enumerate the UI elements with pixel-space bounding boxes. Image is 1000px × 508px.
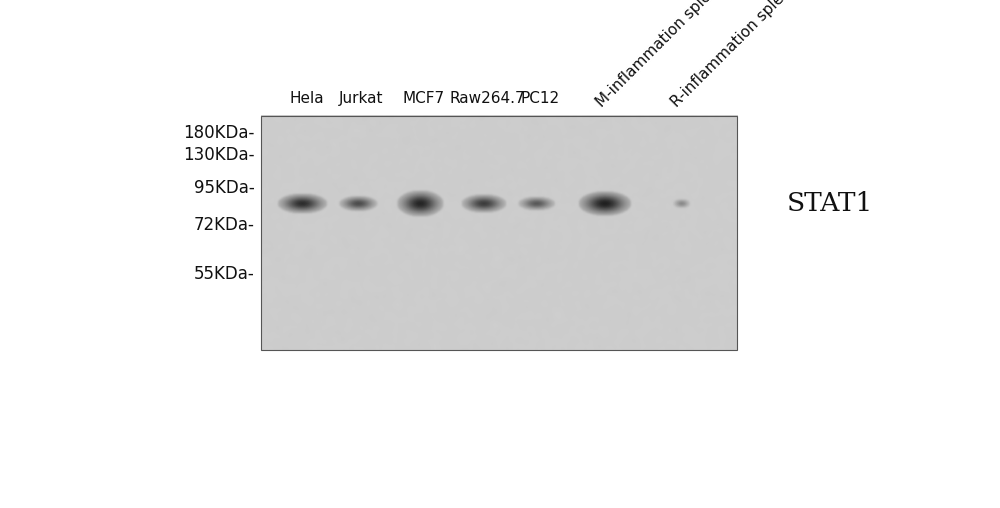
Bar <box>261 116 737 351</box>
Text: 72KDa-: 72KDa- <box>194 216 254 234</box>
Text: 180KDa-: 180KDa- <box>183 124 254 142</box>
Text: PC12: PC12 <box>520 91 559 106</box>
Text: 95KDa-: 95KDa- <box>194 179 254 197</box>
Text: Hela: Hela <box>290 91 324 106</box>
Text: 130KDa-: 130KDa- <box>183 146 254 164</box>
Text: Raw264.7: Raw264.7 <box>450 91 526 106</box>
Text: R-inflammation spleen: R-inflammation spleen <box>669 0 801 110</box>
Text: Jurkat: Jurkat <box>339 91 384 106</box>
Text: 55KDa-: 55KDa- <box>194 265 254 283</box>
Text: MCF7: MCF7 <box>402 91 444 106</box>
Text: M-inflammation spleen: M-inflammation spleen <box>593 0 728 110</box>
Text: STAT1: STAT1 <box>787 191 873 216</box>
